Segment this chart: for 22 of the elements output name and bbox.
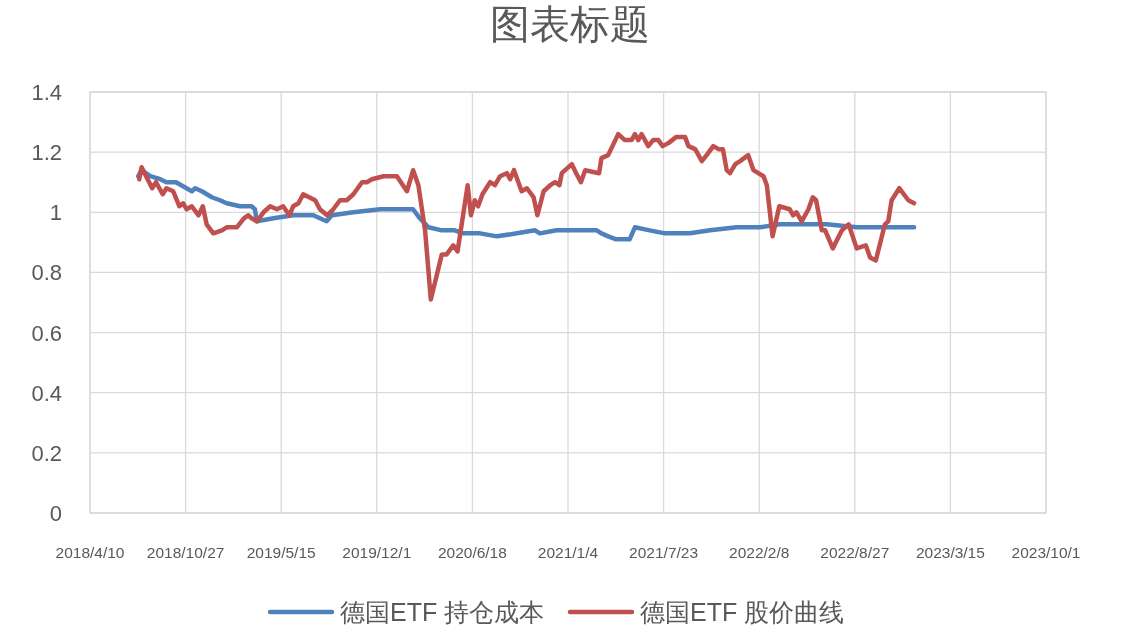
- x-tick-label: 2022/2/8: [729, 544, 790, 561]
- y-tick-label: 1.4: [31, 80, 62, 105]
- y-tick-label: 1.2: [31, 140, 62, 166]
- x-tick-label: 2019/5/15: [246, 544, 316, 561]
- y-tick-label: 0: [49, 501, 62, 526]
- x-tick-label: 2023/10/1: [1011, 544, 1081, 561]
- y-tick-label: 0.4: [31, 380, 62, 406]
- y-tick-label: 0.6: [31, 320, 62, 346]
- x-tick-label: 2018/4/10: [55, 544, 125, 561]
- x-tick-label: 2022/8/27: [820, 544, 890, 561]
- x-tick-label: 2021/1/4: [537, 544, 599, 561]
- y-tick-label: 0.8: [31, 260, 62, 286]
- y-tick-label: 1: [49, 200, 62, 226]
- x-tick-label: 2018/10/27: [146, 544, 225, 561]
- x-tick-label: 2020/6/18: [437, 544, 507, 561]
- x-tick-label: 2023/3/15: [915, 544, 985, 561]
- legend-label: 德国ETF 持仓成本: [340, 598, 545, 626]
- y-tick-label: 0.2: [31, 440, 62, 466]
- x-tick-label: 2019/12/1: [342, 544, 412, 561]
- legend-label: 德国ETF 股价曲线: [640, 598, 845, 626]
- chart-title: 图表标题: [490, 2, 650, 46]
- x-tick-label: 2021/7/23: [629, 544, 699, 561]
